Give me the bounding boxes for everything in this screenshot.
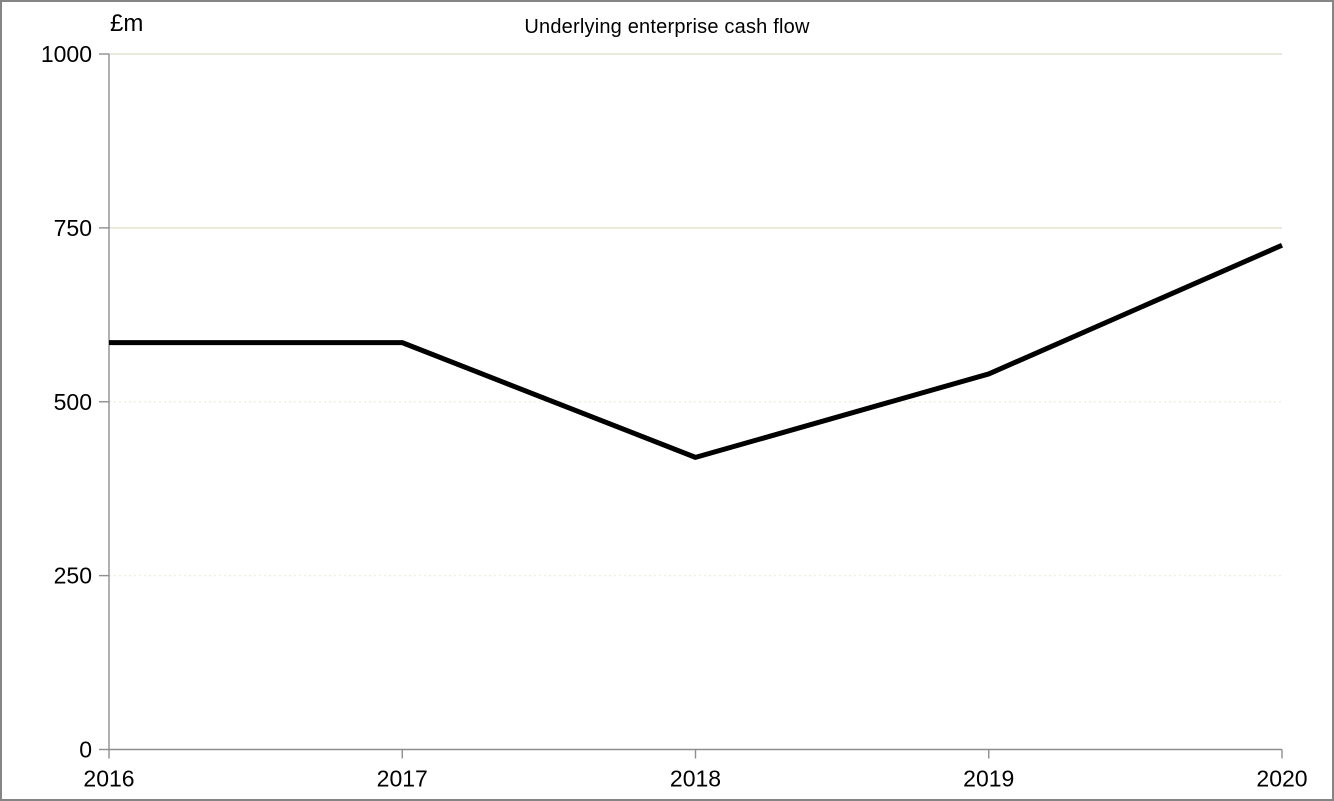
chart-title: Underlying enterprise cash flow	[524, 16, 810, 38]
x-tick-label-2018: 2018	[670, 766, 721, 792]
x-tick-label-2020: 2020	[1256, 766, 1307, 792]
series-line-0	[109, 242, 1284, 460]
x-tick-label-2016: 2016	[83, 766, 134, 792]
y-tick-label-500: 500	[54, 389, 92, 415]
y-tick-label-750: 750	[54, 215, 92, 241]
axes	[108, 54, 1282, 751]
x-tick-label-2019: 2019	[963, 766, 1014, 792]
x-tick-label-2017: 2017	[377, 766, 428, 792]
y-tick-label-0: 0	[79, 737, 92, 763]
y-axis-unit-label: £m	[110, 10, 144, 37]
y-tick-label-250: 250	[54, 563, 92, 589]
y-tick-label-1000: 1000	[41, 41, 92, 67]
